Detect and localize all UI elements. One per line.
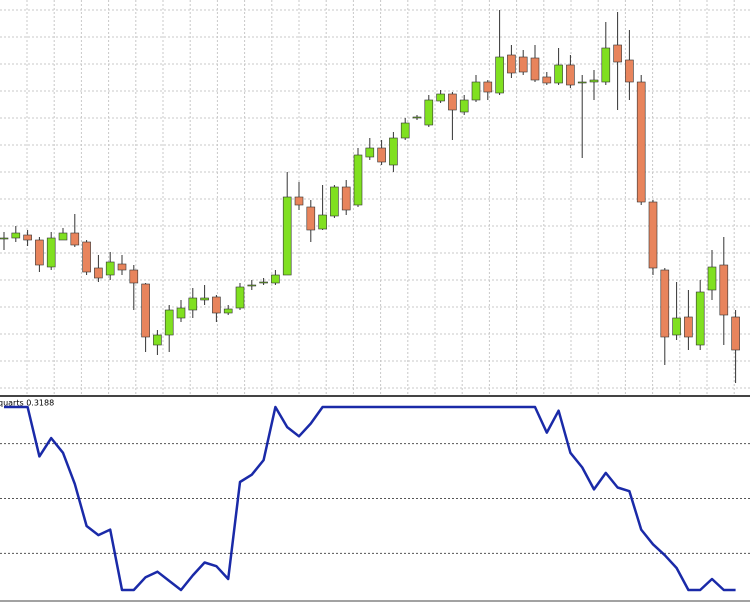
candle-body <box>518 56 528 73</box>
candle-body <box>577 81 587 84</box>
candle-body <box>341 186 351 211</box>
candle-body <box>707 266 717 291</box>
candle-body <box>94 267 103 279</box>
candle-body <box>436 93 445 102</box>
candle-body <box>318 214 327 230</box>
candle-body <box>11 232 21 239</box>
candle-body <box>459 99 469 113</box>
candle-body <box>0 237 9 240</box>
candle-body <box>365 147 375 158</box>
candle-body <box>660 269 670 338</box>
candle-body <box>164 309 174 336</box>
candle-body <box>601 47 611 83</box>
candle-body <box>554 64 563 84</box>
candle-body <box>613 44 622 63</box>
candle-body <box>235 286 245 309</box>
candle-body <box>483 81 493 93</box>
candle-body <box>672 317 681 336</box>
candle-body <box>105 261 115 276</box>
candle-body <box>282 196 292 276</box>
candle-body <box>471 81 481 101</box>
candle-body <box>389 137 398 166</box>
candle-body <box>495 56 504 94</box>
candle-body <box>271 274 280 284</box>
candle-body <box>400 122 410 139</box>
candle-body <box>377 147 386 163</box>
candle-body <box>589 79 599 83</box>
candle-body <box>141 283 150 338</box>
candle-body <box>530 57 540 81</box>
candle-body <box>46 237 56 268</box>
candle-body <box>70 232 80 246</box>
candle-body <box>200 297 209 301</box>
candle-body <box>212 296 221 314</box>
candle-body <box>424 99 434 126</box>
candle-body <box>330 186 339 217</box>
candle-body <box>306 206 316 231</box>
candle-body <box>23 234 32 241</box>
candle-body <box>82 241 91 273</box>
candle-body <box>684 316 693 338</box>
candle-body <box>636 81 646 203</box>
candle-body <box>625 59 634 83</box>
indicator-label: quarts 0.3188 <box>0 399 54 408</box>
candle-body <box>259 281 268 284</box>
candle-body <box>353 154 363 206</box>
candle-body <box>129 269 139 284</box>
candle-body <box>648 201 658 269</box>
candle-body <box>58 232 68 241</box>
candle-body <box>566 64 575 86</box>
candle-body <box>507 54 516 74</box>
candle-body <box>542 76 552 84</box>
candle-body <box>412 116 422 119</box>
candle-body <box>695 291 705 346</box>
candle-body <box>448 93 457 111</box>
candle-body <box>35 239 44 266</box>
candle-body <box>176 307 186 319</box>
candle-body <box>731 316 740 351</box>
candle-body <box>117 263 127 271</box>
indicator-line <box>4 405 736 592</box>
candle-body <box>294 196 304 206</box>
candle-body <box>153 334 162 346</box>
candle-body <box>188 297 198 311</box>
candle-body <box>223 308 233 314</box>
candle-body <box>719 264 729 316</box>
candle-body <box>247 284 257 287</box>
